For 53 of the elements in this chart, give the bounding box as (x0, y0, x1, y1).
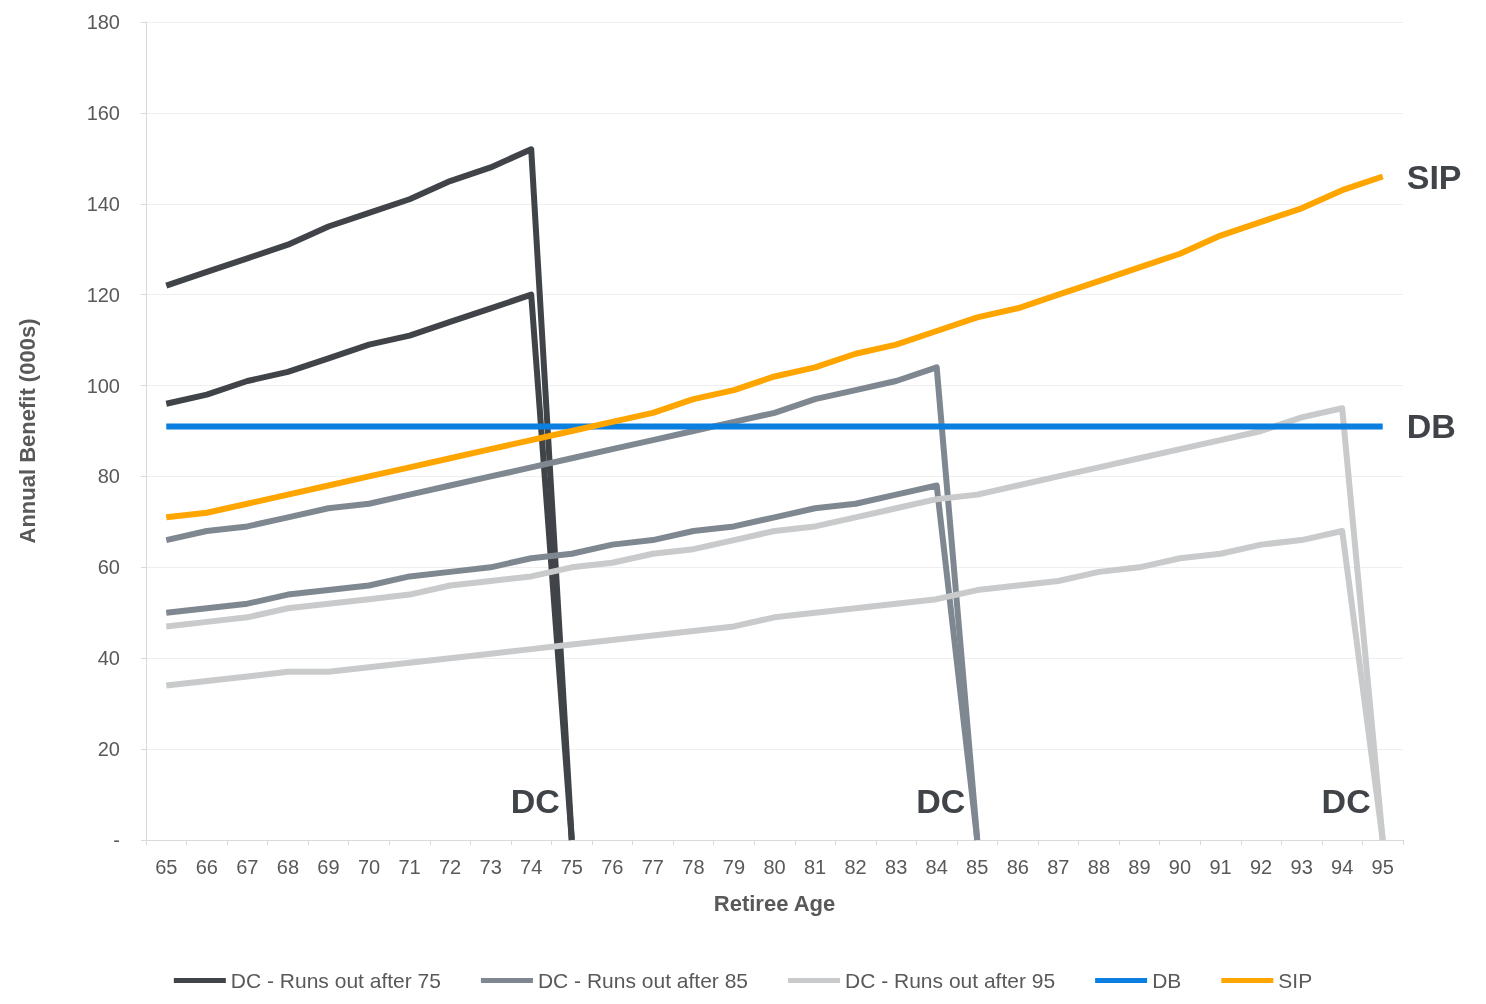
annotation: DC (510, 782, 560, 820)
legend-label: SIP (1278, 969, 1313, 992)
x-tick-label: 75 (560, 856, 583, 878)
x-tick-label: 73 (479, 856, 502, 878)
x-tick-label: 77 (641, 856, 664, 878)
x-axis-title: Retiree Age (713, 890, 836, 916)
x-tick-label: 85 (966, 856, 989, 878)
x-tick-label: 69 (317, 856, 340, 878)
annotation: DC (1321, 782, 1371, 820)
y-tick-label: 180 (86, 11, 120, 33)
legend-label: DC - Runs out after 85 (537, 969, 749, 992)
y-tick-label: 60 (97, 556, 120, 579)
x-tick-label: 76 (601, 856, 624, 878)
x-tick-label: 90 (1168, 856, 1192, 878)
x-tick-label: 83 (885, 856, 908, 878)
x-tick-label: 79 (722, 856, 746, 878)
x-tick-label: 92 (1249, 856, 1273, 878)
annotation: DB (1406, 407, 1456, 446)
x-tick-label: 87 (1047, 856, 1070, 878)
annotation: SIP (1406, 157, 1462, 196)
x-tick-label: 80 (763, 856, 786, 878)
legend-label: DC - Runs out after 95 (845, 969, 1056, 992)
y-tick-label: 20 (97, 738, 120, 761)
x-tick-label: 65 (155, 856, 178, 878)
x-tick-label: 70 (357, 856, 381, 878)
x-tick-label: 71 (398, 856, 421, 878)
y-tick-label: - (113, 829, 120, 851)
x-tick-label: 91 (1209, 856, 1232, 878)
x-tick-label: 89 (1128, 856, 1151, 878)
x-tick-label: 82 (844, 856, 867, 878)
x-tick-label: 66 (195, 856, 218, 878)
y-tick-label: 100 (86, 374, 120, 397)
annotation: DC (916, 782, 966, 820)
x-tick-label: 78 (682, 856, 705, 878)
legend-label: DB (1152, 969, 1182, 992)
y-tick-label: 40 (97, 647, 120, 670)
x-tick-label: 95 (1371, 856, 1394, 878)
x-tick-label: 68 (276, 856, 300, 878)
y-tick-label: 140 (86, 192, 120, 215)
x-tick-label: 74 (520, 856, 543, 878)
y-tick-label: 120 (86, 283, 120, 306)
x-tick-label: 88 (1087, 856, 1111, 878)
x-tick-label: 94 (1331, 856, 1354, 878)
x-tick-label: 72 (438, 856, 462, 878)
y-tick-label: 160 (86, 101, 120, 124)
legend-label: DC - Runs out after 75 (230, 969, 441, 992)
x-tick-label: 67 (236, 856, 259, 878)
y-axis-title: Annual Benefit (000s) (14, 318, 40, 544)
x-tick-label: 84 (925, 856, 948, 878)
x-tick-label: 81 (803, 856, 827, 878)
x-tick-label: 86 (1006, 856, 1029, 878)
x-tick-label: 93 (1290, 856, 1313, 878)
y-tick-label: 80 (97, 465, 120, 488)
